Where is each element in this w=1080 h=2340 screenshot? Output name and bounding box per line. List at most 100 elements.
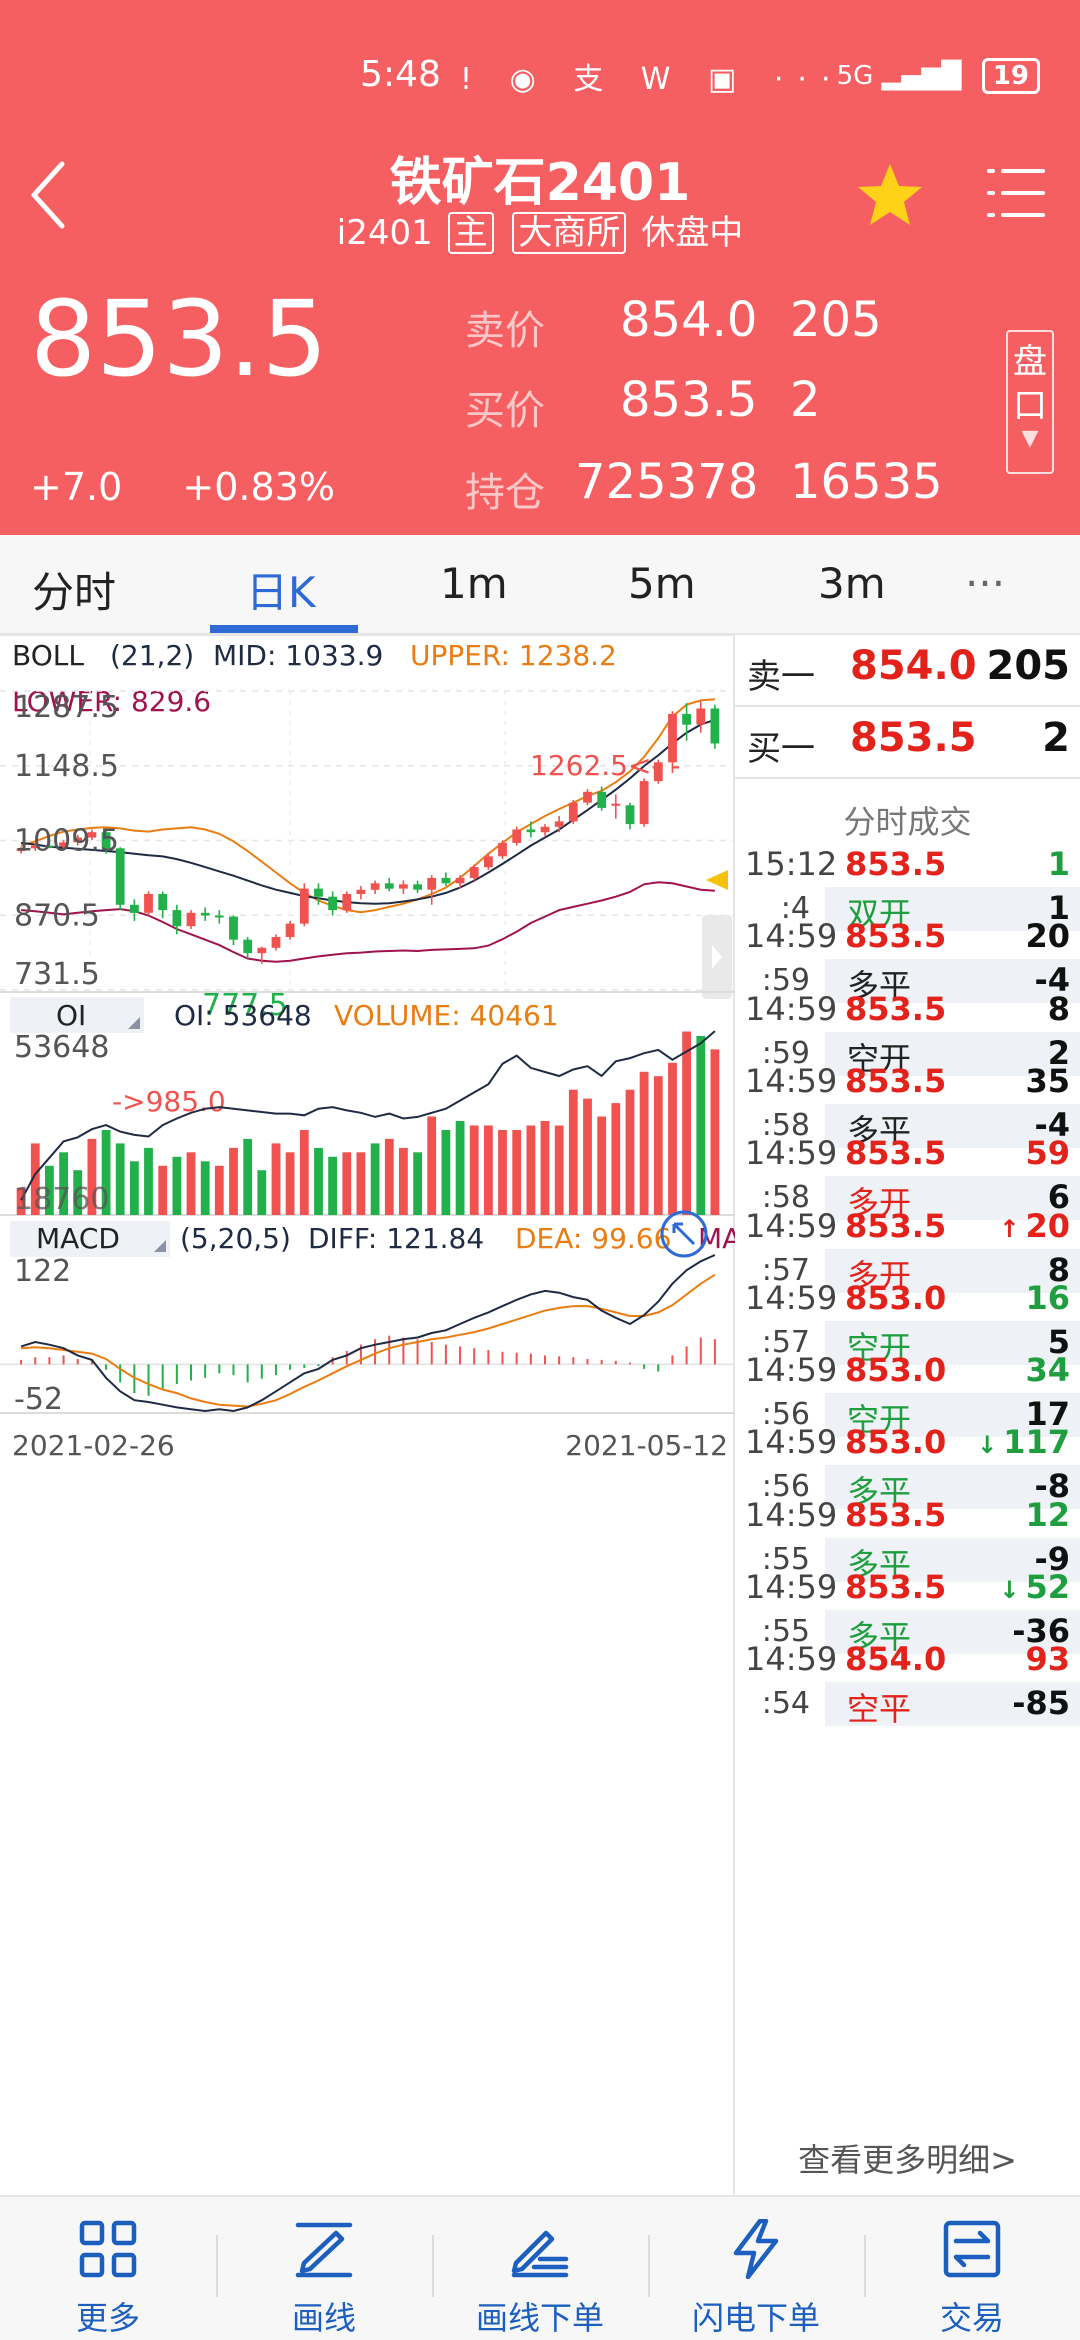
nav-divider bbox=[864, 2235, 866, 2297]
status-bar: 5:48 ! ◉ 支 W ▣ ··· 5G ▂▄▆█ 19 bbox=[0, 40, 1080, 115]
tick-row: 14:59:59 853.5 20 多平 -4 bbox=[735, 917, 1080, 1025]
candle-body bbox=[243, 939, 253, 954]
nav-trade[interactable]: 交易 bbox=[864, 2197, 1080, 2340]
candle-body bbox=[484, 856, 493, 868]
tick-price: 853.5 bbox=[845, 845, 947, 883]
order-book-panel-tab[interactable]: 盘口 ▼ bbox=[1006, 330, 1054, 474]
volume-bar bbox=[682, 1031, 691, 1215]
tick-oi-change: 8 bbox=[1047, 1250, 1070, 1289]
candle-body bbox=[653, 762, 663, 782]
candle-body bbox=[526, 829, 536, 833]
candle-body bbox=[441, 877, 451, 884]
nav-trade-label: 交易 bbox=[939, 2299, 1004, 2337]
volume-bar bbox=[484, 1125, 493, 1215]
candle-body bbox=[540, 826, 550, 833]
view-more-link[interactable]: 查看更多明细> bbox=[798, 2141, 1017, 2179]
volume-bar bbox=[328, 1156, 337, 1215]
ask-label: 卖价 bbox=[465, 308, 545, 354]
tick-type-background bbox=[825, 1248, 1080, 1293]
tick-volume: 8 bbox=[1047, 989, 1070, 1028]
tick-volume: 20 bbox=[1025, 917, 1070, 956]
sell-one-volume: 205 bbox=[986, 643, 1071, 689]
tab-more-periods[interactable]: ··· bbox=[965, 559, 1006, 608]
volume-bar bbox=[229, 1147, 238, 1215]
tab-daily-k[interactable]: 日K bbox=[246, 568, 316, 617]
kline-chart-panel[interactable]: BOLL (21,2) MID: 1033.9 UPPER: 1238.2 LOWER:… bbox=[0, 635, 735, 2195]
volume-bar bbox=[271, 1143, 281, 1215]
volume-bar bbox=[144, 1147, 153, 1215]
candle-body bbox=[158, 894, 168, 911]
candle-body bbox=[554, 821, 564, 827]
tick-row: 14:59:58 853.5 35 多平 -4 bbox=[735, 1062, 1080, 1170]
y-axis-label: 1148.5 bbox=[14, 749, 119, 784]
tick-type-background bbox=[825, 1031, 1080, 1076]
back-icon[interactable] bbox=[28, 160, 68, 230]
tick-volume: 34 bbox=[1025, 1351, 1070, 1390]
draw-order-icon bbox=[511, 2230, 569, 2278]
nav-lightning-order[interactable]: 闪电下单 bbox=[648, 2197, 864, 2340]
tick-oi-change: -4 bbox=[1034, 1105, 1070, 1144]
kline-chart[interactable]: BOLL (21,2) MID: 1033.9 UPPER: 1238.2LOWER:… bbox=[0, 635, 735, 2195]
nav-draw-order[interactable]: 画线下单 bbox=[432, 2197, 648, 2340]
tick-type: 多平 bbox=[847, 1618, 912, 1656]
candle-body bbox=[87, 832, 97, 838]
boll-mid: MID: 1033.9 bbox=[213, 639, 383, 672]
y-axis-label: 870.5 bbox=[14, 898, 100, 933]
tick-time: 14:59 bbox=[745, 1351, 838, 1390]
tick-oi-change: -4 bbox=[1034, 961, 1070, 1000]
tab-5m[interactable]: 5m bbox=[628, 559, 696, 608]
volume-bar bbox=[200, 1161, 210, 1215]
market-status: 休盘中 bbox=[641, 213, 744, 253]
buy-one-label: 买一 bbox=[747, 729, 815, 769]
tick-time: 14:59 bbox=[745, 1206, 838, 1245]
volume-bar bbox=[342, 1152, 352, 1215]
macd-diff-line bbox=[20, 1254, 716, 1413]
menu-icon[interactable] bbox=[985, 165, 1047, 221]
volume-bar bbox=[172, 1156, 182, 1215]
bid-label: 买价 bbox=[465, 388, 545, 434]
macd-bottom-value: -52 bbox=[14, 1382, 63, 1417]
tick-time: 14:59 bbox=[745, 1495, 838, 1534]
candle-body bbox=[73, 837, 83, 843]
quote-header: 5:48 ! ◉ 支 W ▣ ··· 5G ▂▄▆█ 19 铁矿石2401 i2… bbox=[0, 0, 1080, 535]
y-axis-label: 1009.5 bbox=[14, 824, 119, 859]
volume-bar bbox=[710, 1049, 720, 1215]
corner-triangle-icon bbox=[128, 1017, 140, 1029]
tick-type-background bbox=[825, 1537, 1080, 1582]
network-icon: 5G bbox=[836, 61, 874, 91]
tab-1m[interactable]: 1m bbox=[440, 559, 508, 608]
tick-volume: 59 bbox=[1025, 1134, 1070, 1173]
tab-time-share[interactable]: 分时 bbox=[32, 568, 117, 617]
oi-tab-bg bbox=[10, 997, 144, 1033]
candle-body bbox=[625, 805, 635, 825]
triangle-down-icon: ▼ bbox=[1021, 426, 1039, 451]
tab-3m[interactable]: 3m bbox=[818, 559, 886, 608]
tick-volume: ↓ 52 bbox=[999, 1568, 1070, 1606]
tick-volume: 93 bbox=[1025, 1640, 1070, 1679]
exchange-tag: 大商所 bbox=[512, 212, 627, 254]
volume-bar bbox=[30, 1143, 40, 1215]
favorite-star-icon[interactable] bbox=[855, 160, 925, 230]
arrow-up-icon: ↑ bbox=[999, 1214, 1020, 1243]
low-marker: 777.5 bbox=[202, 988, 288, 1023]
tick-price: 853.5 bbox=[845, 1061, 947, 1100]
tick-oi-change: 5 bbox=[1047, 1322, 1070, 1361]
volume-bar bbox=[696, 1036, 706, 1215]
volume-bar bbox=[16, 1188, 26, 1215]
tick-oi-change: -85 bbox=[1012, 1684, 1070, 1723]
candle-body bbox=[130, 904, 139, 913]
nav-draw-line[interactable]: 画线 bbox=[216, 2197, 432, 2340]
nav-more[interactable]: 更多 bbox=[0, 2197, 216, 2340]
tick-type-background bbox=[825, 959, 1080, 1004]
tick-seconds: :59 bbox=[761, 963, 810, 999]
tick-oi-change: -36 bbox=[1012, 1612, 1070, 1650]
tick-time: 14:59 bbox=[745, 1640, 838, 1679]
candle-body bbox=[115, 848, 125, 905]
volume-bar bbox=[186, 1152, 196, 1215]
tick-price: 853.5 bbox=[845, 1495, 947, 1534]
volume-bar bbox=[639, 1071, 649, 1215]
tick-time: 14:59 bbox=[745, 1568, 838, 1606]
volume-bar bbox=[314, 1147, 323, 1215]
tick-oi-change: -9 bbox=[1034, 1539, 1070, 1578]
candle-body bbox=[356, 889, 366, 894]
